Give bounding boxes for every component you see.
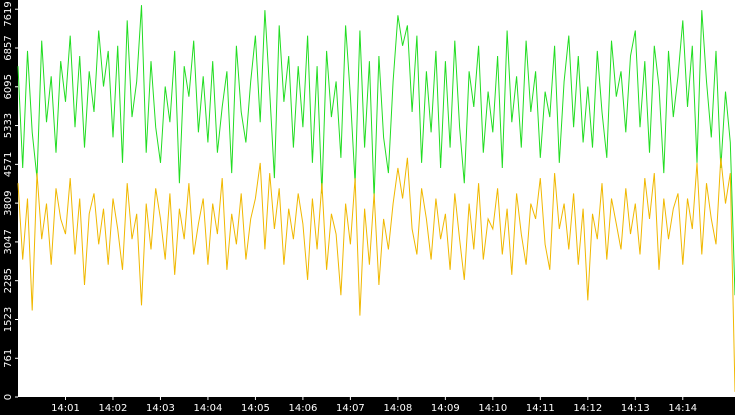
x-tick-label: 14:08 bbox=[383, 403, 412, 414]
x-tick-label: 14:14 bbox=[668, 403, 697, 414]
series-line bbox=[17, 5, 735, 296]
x-tick-label: 14:04 bbox=[194, 403, 223, 414]
y-tick-label: 3809 bbox=[3, 190, 14, 215]
x-tick-label: 14:06 bbox=[288, 403, 317, 414]
x-tick-label: 14:12 bbox=[573, 403, 602, 414]
x-tick-label: 14:05 bbox=[241, 403, 270, 414]
y-tick-label: 761 bbox=[3, 349, 14, 368]
x-tick-label: 14:03 bbox=[146, 403, 175, 414]
y-tick-label: 7619 bbox=[3, 1, 14, 26]
y-tick-label: 5333 bbox=[3, 113, 14, 138]
x-tick-label: 14:09 bbox=[431, 403, 460, 414]
x-tick-label: 14:02 bbox=[99, 403, 128, 414]
y-tick-label: 0 bbox=[3, 394, 14, 400]
y-tick-label: 1523 bbox=[3, 307, 14, 332]
y-axis-band bbox=[0, 0, 18, 415]
y-tick-label: 6857 bbox=[3, 35, 14, 60]
x-tick-label: 14:11 bbox=[526, 403, 555, 414]
y-tick-label: 2285 bbox=[3, 268, 14, 293]
y-tick-label: 3047 bbox=[3, 229, 14, 254]
x-tick-label: 14:13 bbox=[621, 403, 650, 414]
y-tick-label: 6095 bbox=[3, 74, 14, 99]
x-tick-label: 14:07 bbox=[336, 403, 365, 414]
x-tick-label: 14:01 bbox=[51, 403, 80, 414]
x-tick-label: 14:10 bbox=[478, 403, 507, 414]
y-tick-label: 4571 bbox=[3, 152, 14, 177]
series-line bbox=[17, 157, 735, 392]
x-axis-band bbox=[0, 397, 735, 415]
